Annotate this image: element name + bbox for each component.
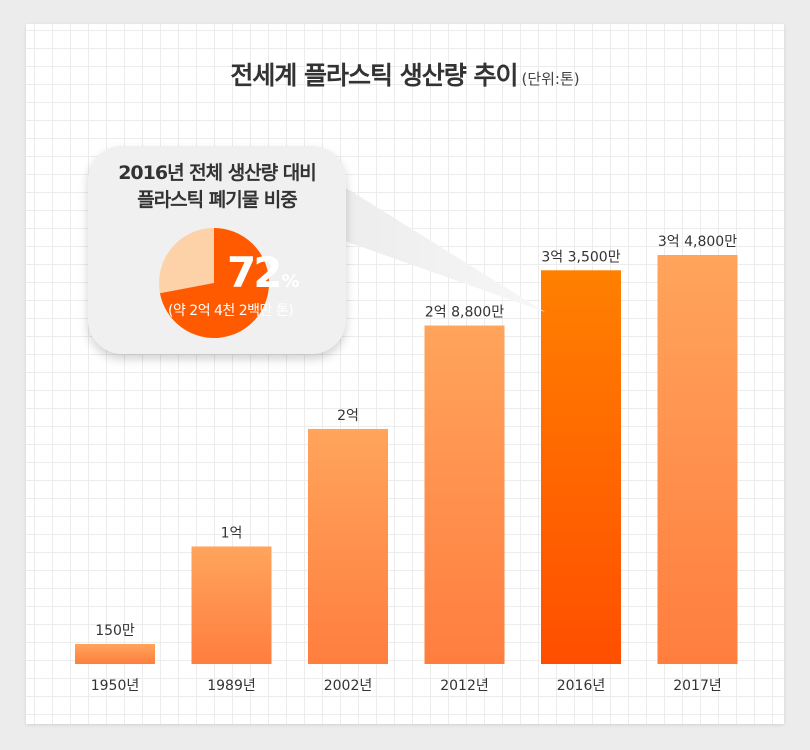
unit-text: (단위:톤) [521,70,580,88]
callout-tail [330,178,545,312]
bar-value-label: 3억 3,500만 [541,249,620,265]
bar-2016년 [541,270,621,664]
x-tick-label: 2002년 [324,678,373,694]
callout-note: (약 2억 4천 2백만 톤) [168,303,294,319]
bar-value-label: 2억 [337,408,359,424]
bar-2017년 [657,255,738,664]
callout-line2: 플라스틱 폐기물 비중 [137,189,298,211]
callout-percent: 72% [227,248,300,297]
x-tick-label: 1989년 [207,678,256,694]
bar-value-label: 2억 8,800만 [425,305,504,321]
chart-title: 전세계 플라스틱 생산량 추이 (단위:톤) [0,56,810,92]
percent-value: 72 [227,248,282,297]
bar-value-label: 1억 [221,525,243,541]
callout-text: 2016년 전체 생산량 대비 플라스틱 폐기물 비중 [88,160,346,214]
bar-1989년 [191,546,272,664]
x-tick-label: 1950년 [91,678,140,694]
bar-value-label: 3억 4,800만 [658,234,737,250]
percent-sign: % [281,271,300,292]
x-tick-label: 2017년 [673,678,722,694]
bar-2002년 [308,428,388,664]
bar-2012년 [424,325,505,664]
x-tick-label: 2016년 [557,678,606,694]
callout-line1: 2016년 전체 생산량 대비 [118,162,317,184]
pie-share-slice [159,228,269,338]
x-tick-label: 2012년 [440,678,489,694]
bar-1950년 [75,644,155,664]
bar-value-label: 150만 [95,623,135,639]
title-text: 전세계 플라스틱 생산량 추이 [230,61,518,90]
